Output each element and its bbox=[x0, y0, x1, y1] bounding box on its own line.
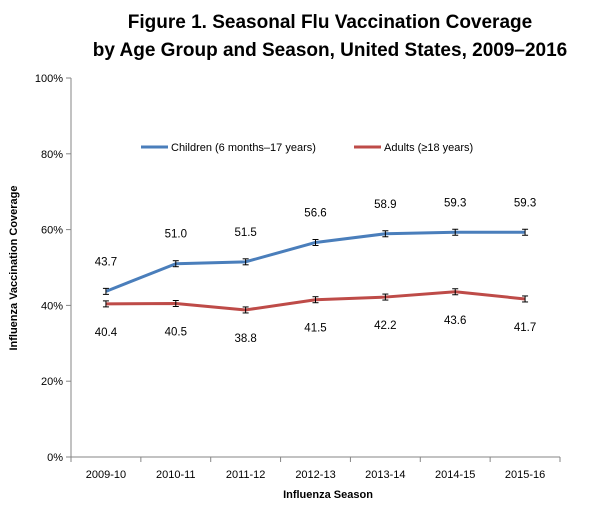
data-label: 43.7 bbox=[95, 256, 117, 268]
error-bar bbox=[522, 295, 529, 303]
y-tick-label: 60% bbox=[41, 225, 63, 237]
error-bar bbox=[452, 228, 459, 236]
legend-label-children: Children (6 months–17 years) bbox=[171, 142, 316, 154]
error-bar bbox=[382, 230, 389, 238]
data-label: 43.6 bbox=[444, 315, 466, 327]
series-layer: 43.7 51.0 51.5 56.6 58.9 59.3 59.3 40.4 40.5 38.8… bbox=[95, 197, 537, 345]
data-label: 40.5 bbox=[165, 327, 187, 339]
data-label: 41.7 bbox=[514, 322, 536, 334]
x-axis-title: Influenza Season bbox=[283, 489, 373, 501]
error-bar bbox=[172, 260, 179, 268]
data-label: 56.6 bbox=[304, 207, 326, 219]
data-label: 42.2 bbox=[374, 320, 396, 332]
data-label: 51.0 bbox=[165, 229, 187, 241]
data-label: 59.3 bbox=[444, 197, 466, 209]
x-tick-label: 2014-15 bbox=[435, 469, 475, 481]
legend: Children (6 months–17 years) Adults (≥18… bbox=[141, 142, 473, 154]
error-bar bbox=[522, 228, 529, 236]
data-label: 51.5 bbox=[234, 227, 256, 239]
legend-label-adults: Adults (≥18 years) bbox=[384, 142, 473, 154]
chart-title-line-1: Figure 1. Seasonal Flu Vaccination Cover… bbox=[128, 12, 532, 33]
x-tick-label: 2012-13 bbox=[295, 469, 335, 481]
error-bar bbox=[452, 288, 459, 296]
chart-title-line-2: by Age Group and Season, United States, … bbox=[93, 40, 567, 61]
y-tick-label: 0% bbox=[47, 452, 63, 464]
error-bar bbox=[382, 293, 389, 301]
error-bar bbox=[242, 306, 249, 314]
error-bar bbox=[242, 258, 249, 266]
error-bar bbox=[312, 296, 319, 304]
y-axis-title: Influenza Vaccination Coverage bbox=[8, 185, 20, 350]
data-label: 59.3 bbox=[514, 197, 536, 209]
x-axis-ticks: 2009-10 2010-11 2011-12 2012-13 2013-14 2014-… bbox=[70, 457, 561, 481]
x-tick-label: 2015-16 bbox=[505, 469, 545, 481]
x-tick-label: 2010-11 bbox=[156, 469, 196, 481]
data-label: 41.5 bbox=[304, 323, 326, 335]
y-tick-label: 20% bbox=[41, 376, 63, 388]
data-label: 58.9 bbox=[374, 199, 396, 211]
error-bar bbox=[172, 300, 179, 308]
y-tick-label: 80% bbox=[41, 149, 63, 161]
data-label: 40.4 bbox=[95, 327, 118, 339]
x-tick-label: 2009-10 bbox=[86, 469, 126, 481]
series-adults: 40.4 40.5 38.8 41.5 42.2 43.6 41.7 bbox=[95, 288, 536, 345]
x-tick-label: 2013-14 bbox=[365, 469, 405, 481]
error-bar bbox=[102, 287, 109, 295]
data-label: 38.8 bbox=[234, 333, 256, 345]
error-bar bbox=[312, 238, 319, 246]
y-axis-ticks: 0% 20% 40% 60% 80% 100% bbox=[35, 73, 71, 464]
error-bar bbox=[102, 300, 109, 308]
y-tick-label: 40% bbox=[41, 300, 63, 312]
y-tick-label: 100% bbox=[35, 73, 63, 85]
x-tick-label: 2011-12 bbox=[226, 469, 266, 481]
series-children: 43.7 51.0 51.5 56.6 58.9 59.3 59.3 bbox=[95, 197, 536, 295]
